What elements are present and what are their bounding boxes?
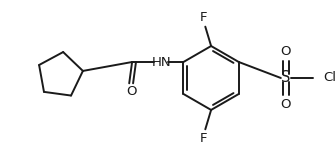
Text: F: F bbox=[200, 11, 207, 24]
Text: O: O bbox=[126, 85, 136, 97]
Text: O: O bbox=[281, 98, 291, 111]
Text: O: O bbox=[281, 45, 291, 58]
Text: S: S bbox=[281, 71, 290, 86]
Text: HN: HN bbox=[151, 55, 171, 69]
Text: Cl: Cl bbox=[324, 71, 336, 84]
Text: F: F bbox=[200, 132, 207, 144]
